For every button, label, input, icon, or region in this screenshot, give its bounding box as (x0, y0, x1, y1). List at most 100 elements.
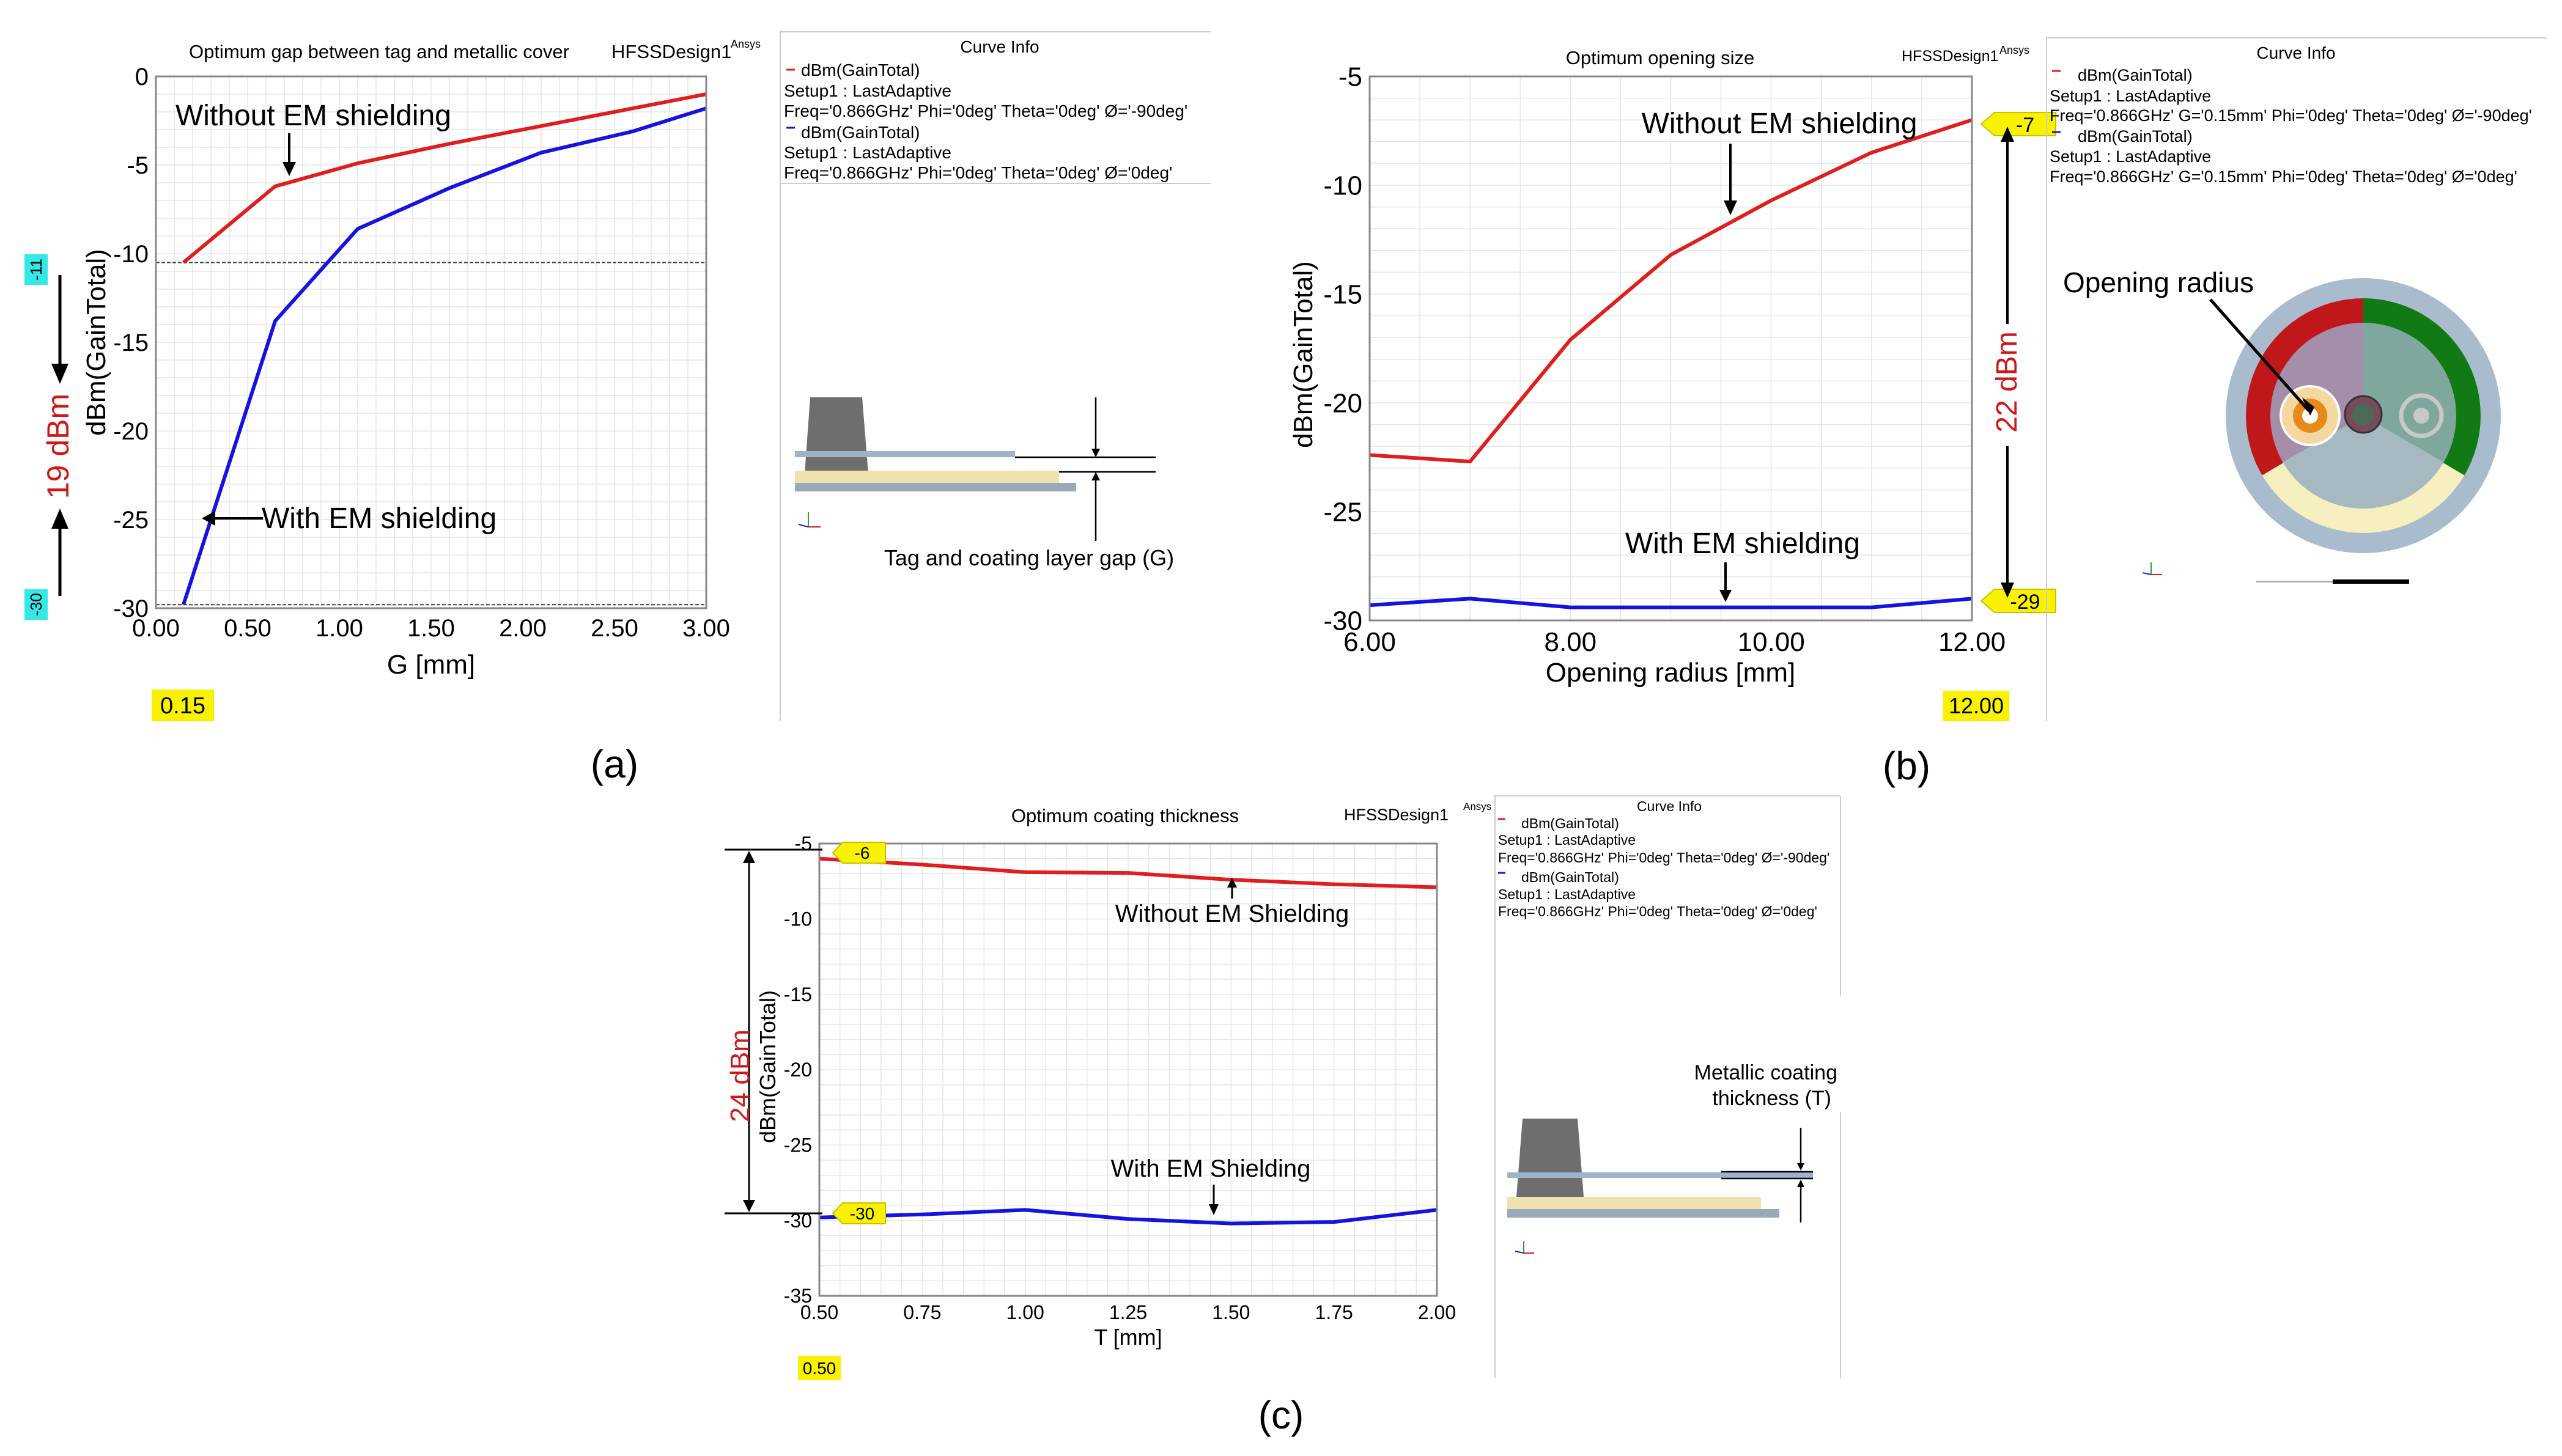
axis-triad-icon (1515, 1251, 1524, 1254)
tag-substrate (1507, 1197, 1761, 1209)
arrow-head (1091, 472, 1100, 480)
annotation-with-em: With EM shielding (262, 502, 497, 535)
x-tick-label: 2.00 (499, 615, 547, 642)
y-tick-label: -25 (784, 1134, 812, 1156)
arrow-head (202, 511, 215, 526)
x-tick-label: 8.00 (1545, 627, 1597, 657)
arrow-head (2001, 583, 2014, 598)
y-tick-labels: 0 -5 -10 -15 -20 -25 -30 (113, 64, 149, 622)
x-tick-labels: 0.00 0.50 1.00 1.50 2.00 2.50 3.00 (132, 615, 730, 642)
ghost-opening-center (2413, 408, 2429, 424)
legend-title: Curve Info (1637, 798, 1702, 814)
ansys-label: Ansys (1999, 44, 2029, 56)
base-layer (1507, 1209, 1779, 1218)
x-axis-label: Opening radius [mm] (1546, 658, 1795, 688)
legend-title: Curve Info (960, 37, 1039, 56)
callout-line (2209, 298, 2310, 412)
y-tag-bottom-value: -29 (2010, 590, 2040, 614)
series-line-without-em (1369, 118, 1973, 464)
inset-caption-line-2: thickness (T) (1712, 1087, 1831, 1110)
annotation-with-em: With EM Shielding (1111, 1155, 1311, 1182)
tag-chip-shape (1516, 1119, 1584, 1197)
chart-title: Optimum gap between tag and metallic cov… (189, 41, 569, 62)
y-tag-bottom (24, 589, 48, 620)
inner-sector-bottom (2283, 416, 2444, 509)
center-port-core (2352, 403, 2374, 425)
y-tick-labels: -5 -10 -15 -20 -25 -30 (1323, 62, 1362, 636)
ansys-label: Ansys (1463, 801, 1491, 812)
annotation-without-em: Without EM shielding (175, 100, 451, 132)
annotation-without-em: Without EM Shielding (1115, 900, 1349, 927)
x-tick-label: 0.00 (132, 615, 180, 642)
panel-a: 0 -5 -10 -15 -20 -25 -30 0.00 0.50 1.00 1.50 2.00 2… (24, 31, 1211, 786)
legend-entry-name: dBm(GainTotal) (801, 123, 920, 142)
y-tick-label: -30 (1323, 606, 1362, 636)
y-tick-label: -15 (784, 984, 812, 1006)
y-tick-labels: -5-10-15-20-25-30-35 (784, 833, 812, 1307)
arrow-head (1797, 1163, 1804, 1171)
design-name: HFSSDesign1 (1902, 48, 1998, 65)
y-tick-label: -30 (113, 595, 149, 622)
tag-substrate (795, 471, 1059, 483)
series-group (819, 856, 1438, 1226)
y-tick-label: -25 (113, 507, 149, 534)
y-tag-bottom (832, 1202, 886, 1224)
x-marker-tag (152, 689, 214, 721)
inset-caption: Tag and coating layer gap (G) (884, 545, 1174, 570)
arrow-head (51, 509, 68, 529)
tag-chip-shape (805, 397, 868, 474)
arrow-head (743, 851, 755, 863)
y-axis-label: dBm(GainTotal) (1288, 261, 1318, 448)
y-tick-label: -15 (113, 329, 149, 356)
opening-radius-inset (2142, 278, 2501, 584)
y-tag-bottom-value: -30 (850, 1204, 874, 1223)
legend-entry-setup: Setup1 : LastAdaptive (784, 143, 951, 162)
y-tag-top-value: -6 (855, 844, 870, 862)
y-tick-label: 0 (135, 64, 149, 90)
arrow-head (2001, 127, 2014, 142)
series-line-with-em (1369, 597, 1973, 609)
coating-geometry-inset (1507, 1119, 1813, 1254)
gridlines (819, 843, 1438, 1296)
x-axis-label: T [mm] (1094, 1325, 1162, 1350)
x-tick-label: 0.50 (224, 615, 271, 642)
ansys-label: Ansys (731, 38, 761, 50)
x-tick-label: 2.00 (1418, 1301, 1456, 1323)
arrow-head (1209, 1204, 1219, 1215)
legend-entry-setup: Setup1 : LastAdaptive (784, 81, 951, 100)
panel-label: (a) (591, 742, 638, 786)
y-tick-label: -35 (784, 1285, 812, 1307)
y-tag-top-value: -7 (2016, 114, 2034, 137)
chart-title: Optimum opening size (1566, 47, 1754, 68)
arrow-head (51, 364, 68, 384)
ghost-opening (2399, 393, 2444, 438)
difference-label: 24 dBm (725, 1029, 755, 1122)
y-tag-bottom-value: -30 (27, 593, 45, 616)
series-line-with-em (819, 1208, 1438, 1226)
axis-triad-icon (2142, 572, 2152, 575)
arrow-head (1091, 449, 1100, 457)
arrow-head (743, 1200, 755, 1212)
y-tag-top (24, 254, 48, 285)
dimension-label-bg (1990, 324, 2025, 446)
design-name: HFSSDesign1 (611, 41, 731, 62)
plot-frame (155, 75, 707, 609)
series-group (182, 92, 707, 606)
y-tick-label: -20 (113, 418, 149, 445)
x-tick-label: 0.75 (903, 1301, 941, 1323)
arrow-head (282, 162, 296, 176)
x-tick-labels: 6.00 8.00 10.00 12.00 (1343, 627, 2006, 657)
x-tick-label: 1.50 (1212, 1301, 1250, 1323)
series-group (1369, 118, 1973, 609)
x-tick-label: 6.00 (1343, 627, 1396, 657)
x-tick-label: 1.00 (1006, 1301, 1044, 1323)
plot-frame (818, 842, 1438, 1297)
y-tick-label: -25 (1323, 497, 1362, 527)
legend-entry-freq: Freq='0.866GHz' Phi='0deg' Theta='0deg' … (1498, 903, 1817, 919)
y-tick-label: -10 (1323, 171, 1362, 200)
panel-label: (c) (1258, 1393, 1304, 1437)
x-marker-value: 12.00 (1949, 693, 2004, 718)
legend-entry-setup: Setup1 : LastAdaptive (2050, 87, 2211, 105)
x-tick-label: 1.75 (1315, 1301, 1353, 1323)
